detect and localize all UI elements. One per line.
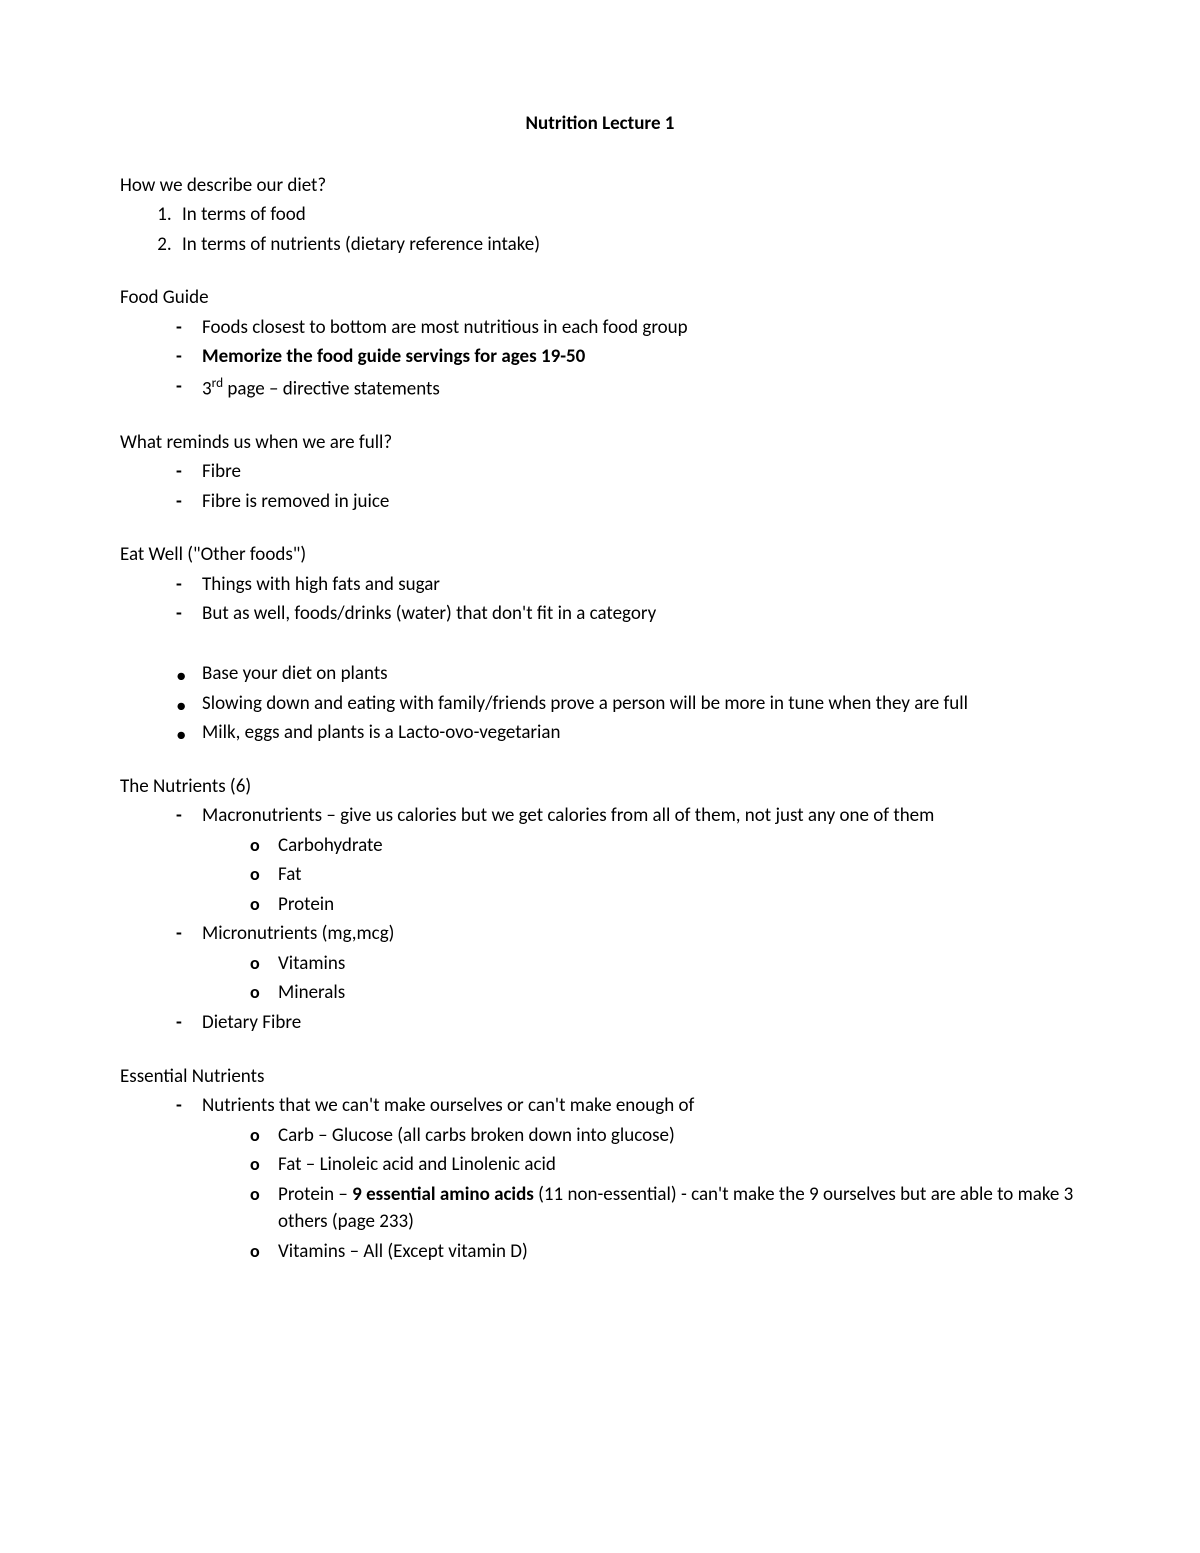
section-heading-diet: How we describe our diet? xyxy=(120,172,1080,200)
text: page – directive statements xyxy=(223,377,440,400)
fullness-list: Fibre Fibre is removed in juice xyxy=(176,458,1080,515)
list-item: Micronutrients (mg,mcg) Vitamins Mineral… xyxy=(176,920,1080,1007)
page-title: Nutrition Lecture 1 xyxy=(120,110,1080,138)
list-item: Things with high fats and sugar xyxy=(176,571,1080,599)
list-item: In terms of nutrients (dietary reference… xyxy=(176,231,1080,259)
list-item: Milk, eggs and plants is a Lacto-ovo-veg… xyxy=(176,719,1080,747)
text: Macronutrients – give us calories but we… xyxy=(202,804,934,827)
list-item: Carb – Glucose (all carbs broken down in… xyxy=(250,1122,1080,1150)
essential-sublist: Carb – Glucose (all carbs broken down in… xyxy=(250,1122,1080,1266)
section-heading-eat-well: Eat Well ("Other foods") xyxy=(120,541,1080,569)
ordinal-suffix: rd xyxy=(212,374,223,391)
nutrients-list: Macronutrients – give us calories but we… xyxy=(176,802,1080,1036)
essential-list: Nutrients that we can't make ourselves o… xyxy=(176,1092,1080,1265)
list-item: Macronutrients – give us calories but we… xyxy=(176,802,1080,918)
list-item: Protein – 9 essential amino acids (11 no… xyxy=(250,1181,1080,1236)
diet-list: In terms of food In terms of nutrients (… xyxy=(176,201,1080,258)
list-item: Vitamins – All (Except vitamin D) xyxy=(250,1238,1080,1266)
list-item: Base your diet on plants xyxy=(176,660,1080,688)
list-item: But as well, foods/drinks (water) that d… xyxy=(176,600,1080,628)
macro-sublist: Carbohydrate Fat Protein xyxy=(250,832,1080,919)
micro-sublist: Vitamins Minerals xyxy=(250,950,1080,1007)
section-heading-fullness: What reminds us when we are full? xyxy=(120,429,1080,457)
eat-well-list: Things with high fats and sugar But as w… xyxy=(176,571,1080,628)
list-item: Protein xyxy=(250,891,1080,919)
food-guide-list: Foods closest to bottom are most nutriti… xyxy=(176,314,1080,403)
list-item: Fat – Linoleic acid and Linolenic acid xyxy=(250,1151,1080,1179)
section-heading-essential: Essential Nutrients xyxy=(120,1063,1080,1091)
text: Protein – xyxy=(278,1183,352,1206)
section-heading-food-guide: Food Guide xyxy=(120,284,1080,312)
text-bold: 9 essential amino acids xyxy=(352,1183,534,1206)
section-heading-nutrients: The Nutrients (6) xyxy=(120,773,1080,801)
list-item: Fibre xyxy=(176,458,1080,486)
list-item: Slowing down and eating with family/frie… xyxy=(176,690,1080,718)
list-item: Minerals xyxy=(250,979,1080,1007)
list-item: In terms of food xyxy=(176,201,1080,229)
list-item: Vitamins xyxy=(250,950,1080,978)
text: Nutrients that we can't make ourselves o… xyxy=(202,1094,694,1117)
document-page: Nutrition Lecture 1 How we describe our … xyxy=(0,0,1200,1347)
list-item: 3rd page – directive statements xyxy=(176,373,1080,403)
list-item: Fibre is removed in juice xyxy=(176,488,1080,516)
list-item: Foods closest to bottom are most nutriti… xyxy=(176,314,1080,342)
eat-well-bullets: Base your diet on plants Slowing down an… xyxy=(176,660,1080,747)
list-item: Dietary Fibre xyxy=(176,1009,1080,1037)
text: 3 xyxy=(202,377,212,400)
spacer xyxy=(120,630,1080,658)
list-item: Carbohydrate xyxy=(250,832,1080,860)
text: Micronutrients (mg,mcg) xyxy=(202,922,394,945)
list-item: Fat xyxy=(250,861,1080,889)
list-item-bold: Memorize the food guide servings for age… xyxy=(176,343,1080,371)
list-item: Nutrients that we can't make ourselves o… xyxy=(176,1092,1080,1265)
